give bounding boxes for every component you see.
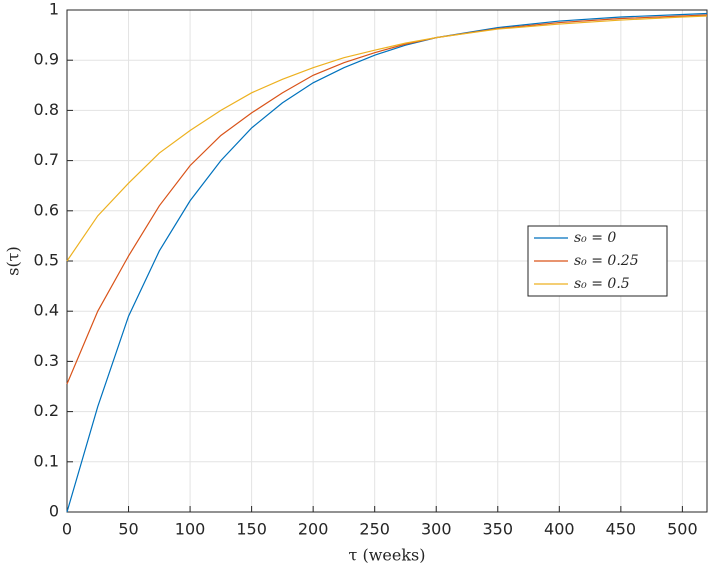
x-tick-label: 300 — [421, 520, 452, 539]
y-tick-label: 0.7 — [34, 150, 59, 169]
x-tick-label: 200 — [298, 520, 329, 539]
y-tick-label: 0.1 — [34, 451, 59, 470]
x-tick-label: 250 — [359, 520, 390, 539]
y-tick-label: 0.4 — [34, 301, 59, 320]
y-tick-label: 0 — [49, 502, 59, 521]
y-tick-label: 0.6 — [34, 200, 59, 219]
x-tick-label: 500 — [667, 520, 698, 539]
y-tick-label: 0.5 — [34, 251, 59, 270]
x-tick-label: 50 — [118, 520, 138, 539]
y-tick-label: 0.9 — [34, 50, 59, 69]
x-tick-label: 400 — [544, 520, 575, 539]
y-tick-label: 1 — [49, 0, 59, 19]
x-tick-label: 450 — [606, 520, 637, 539]
x-tick-label: 100 — [175, 520, 206, 539]
legend-label: s₀ = 0.5 — [574, 276, 630, 292]
line-series — [66, 15, 708, 262]
legend-label: s₀ = 0.25 — [574, 253, 639, 269]
x-tick-label: 0 — [62, 520, 72, 539]
line-series — [66, 14, 708, 385]
y-tick-label: 0.8 — [34, 100, 59, 119]
y-axis-label: s(τ) — [4, 246, 23, 276]
line-series — [66, 12, 708, 513]
x-axis-label: τ (weeks) — [349, 546, 426, 565]
x-tick-label: 150 — [236, 520, 267, 539]
y-tick-label: 0.3 — [34, 351, 59, 370]
x-tick-label: 350 — [482, 520, 513, 539]
legend-label: s₀ = 0 — [574, 230, 616, 246]
y-tick-label: 0.2 — [34, 401, 59, 420]
